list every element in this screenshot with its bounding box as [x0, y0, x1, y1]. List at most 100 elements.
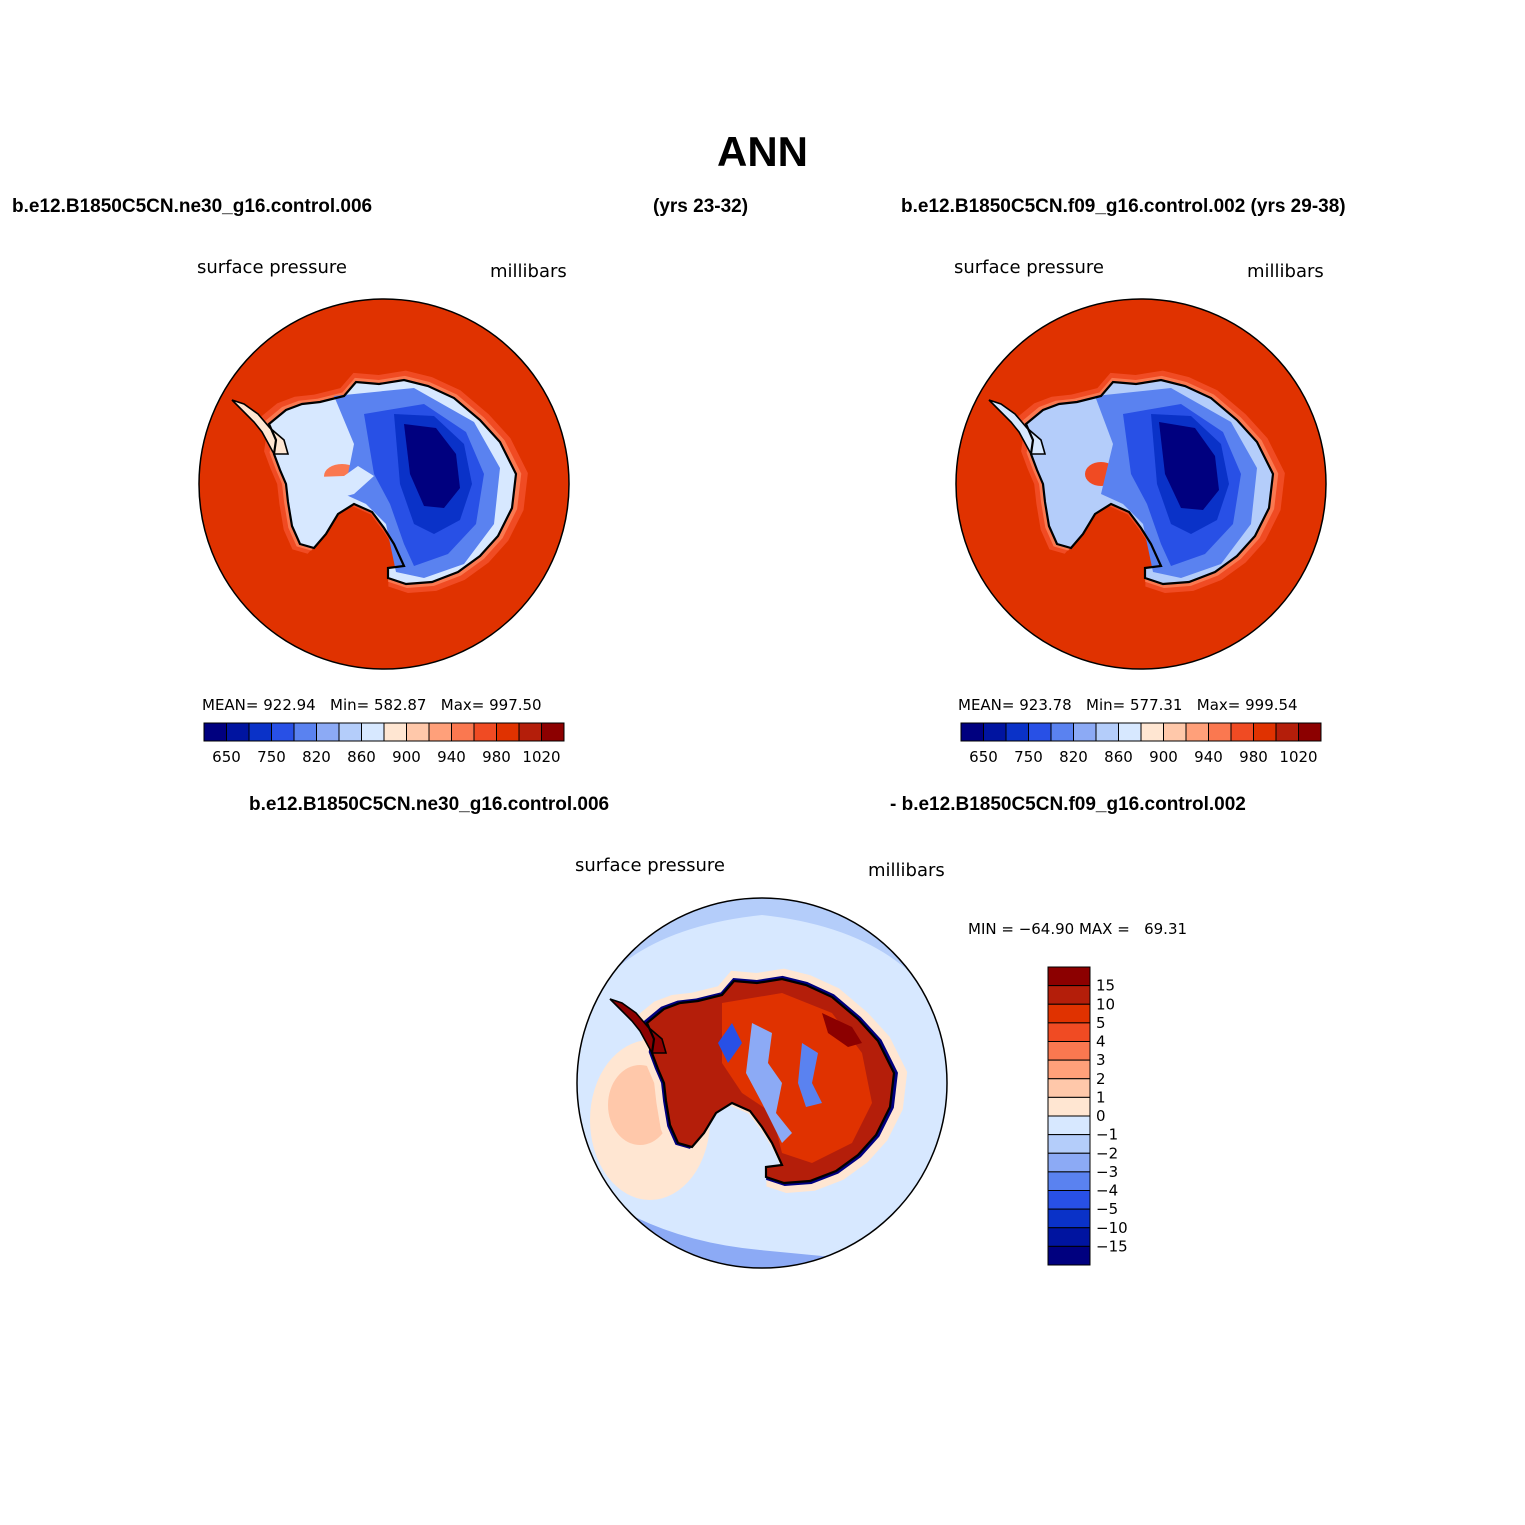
diff-title-right: - b.e12.B1850C5CN.f09_g16.control.002 [890, 794, 1246, 815]
panel1-colorbar-swatch [293, 722, 317, 742]
diff-colorbar-swatch [1047, 1078, 1091, 1098]
panel2-colorbar-tick-label: 650 [969, 748, 998, 766]
panel1-colorbar-swatch [226, 722, 250, 742]
panel1-colorbar-tick-label: 820 [302, 748, 331, 766]
diff-colorbar-swatch [1047, 985, 1091, 1005]
panel1-colorbar-tick-label: 750 [257, 748, 286, 766]
diff-title-left: b.e12.B1850C5CN.ne30_g16.control.006 [249, 794, 610, 815]
panel2-colorbar-swatch [1118, 722, 1142, 742]
diff-variable-label: surface pressure [575, 855, 725, 876]
diff-colorbar-swatch [1047, 1115, 1091, 1136]
left-case-title: b.e12.B1850C5CN.ne30_g16.control.006 [12, 196, 373, 217]
diff-colorbar-tick-label: −2 [1096, 1144, 1118, 1162]
diff-colorbar-swatch [1047, 1096, 1091, 1117]
panel2-colorbar-tick-label: 1020 [1279, 748, 1317, 766]
panel1-colorbar-tick-label: 980 [482, 748, 511, 766]
panel1-colorbar-swatch [473, 722, 497, 742]
panel1-colorbar-tick-label: 1020 [522, 748, 560, 766]
diff-colorbar-swatch [1047, 1245, 1091, 1266]
diff-stats: MIN = −64.90 MAX = 69.31 [968, 920, 1188, 938]
panel2-map [955, 298, 1327, 670]
panel2-colorbar-swatch [1230, 722, 1254, 742]
panel2-colorbar-swatch [1253, 722, 1277, 742]
panel1-colorbar-swatch [451, 722, 475, 742]
panel1-colorbar-tick-label: 940 [437, 748, 466, 766]
panel1-colorbar-tick-label: 650 [212, 748, 241, 766]
diff-colorbar-tick-label: 0 [1096, 1107, 1106, 1125]
diff-units-label: millibars [868, 860, 945, 881]
diff-colorbar-swatch [1047, 1152, 1091, 1173]
panel2-colorbar-swatch [1275, 722, 1299, 742]
panel1-colorbar-tick-label: 860 [347, 748, 376, 766]
panel2-units-label: millibars [1247, 261, 1324, 282]
diff-colorbar-tick-label: 1 [1096, 1088, 1106, 1106]
panel2-colorbar-swatch [960, 722, 984, 742]
panel2-colorbar-tick-label: 860 [1104, 748, 1133, 766]
panel1-colorbar-swatch [361, 722, 385, 742]
diff-colorbar-tick-label: 5 [1096, 1014, 1106, 1032]
diff-colorbar-tick-label: −10 [1096, 1219, 1128, 1237]
diff-colorbar-tick-label: 10 [1096, 995, 1115, 1013]
panel1-colorbar-swatch [428, 722, 452, 742]
right-case-title: b.e12.B1850C5CN.f09_g16.control.002 (yrs… [901, 196, 1346, 217]
diff-colorbar-tick-label: 4 [1096, 1033, 1106, 1051]
panel2-colorbar-tick-label: 900 [1149, 748, 1178, 766]
panel1-colorbar-swatch [338, 722, 362, 742]
panel1-colorbar-swatch [406, 722, 430, 742]
panel2-variable-label: surface pressure [954, 257, 1104, 278]
diff-map [576, 897, 948, 1269]
panel1-colorbar-tick-label: 900 [392, 748, 421, 766]
panel2-colorbar-swatch [1095, 722, 1119, 742]
diff-colorbar-swatch [1047, 1041, 1091, 1061]
panel2-colorbar-swatch [1185, 722, 1209, 742]
diff-colorbar-tick-label: −1 [1096, 1126, 1118, 1144]
diff-colorbar-swatch [1047, 1059, 1091, 1080]
panel2-colorbar: 650 750 820 860 900 940 980 1020 [960, 722, 1322, 766]
panel2-colorbar-swatch [1050, 722, 1074, 742]
diff-colorbar-tick-label: −3 [1096, 1163, 1118, 1181]
panel2-colorbar-swatch [983, 722, 1007, 742]
diff-colorbar-tick-label: −4 [1096, 1182, 1118, 1200]
panel2-colorbar-tick-label: 980 [1239, 748, 1268, 766]
panel1-map [198, 298, 570, 670]
panel2-colorbar-tick-label: 820 [1059, 748, 1088, 766]
left-years: (yrs 23-32) [653, 196, 749, 217]
panel1-colorbar-swatch [496, 722, 520, 742]
diff-colorbar-swatch [1047, 1134, 1091, 1154]
diff-colorbar-tick-label: −5 [1096, 1200, 1118, 1218]
panel1-variable-label: surface pressure [197, 257, 347, 278]
diff-colorbar-swatch [1047, 966, 1091, 987]
diff-colorbar-swatch [1047, 1190, 1091, 1210]
panel2-colorbar-swatch [1163, 722, 1187, 742]
panel1-stats: MEAN= 922.94 Min= 582.87 Max= 997.50 [202, 696, 542, 714]
panel1-units-label: millibars [490, 261, 567, 282]
diff-colorbar-swatch [1047, 1171, 1091, 1191]
panel1-colorbar-swatch [541, 722, 565, 742]
panel2-colorbar-swatch [1005, 722, 1029, 742]
panel1-colorbar-swatch [316, 722, 340, 742]
panel1-colorbar-swatch [383, 722, 407, 742]
panel2-colorbar-swatch [1208, 722, 1232, 742]
diff-colorbar-swatch [1047, 1227, 1091, 1247]
panel2-colorbar-swatch [1140, 722, 1164, 742]
diff-colorbar-tick-label: −15 [1096, 1237, 1128, 1255]
panel2-stats: MEAN= 923.78 Min= 577.31 Max= 999.54 [958, 696, 1298, 714]
panel2-colorbar-swatch [1298, 722, 1322, 742]
panel1-colorbar: 650 750 820 860 900 940 980 1020 [203, 722, 565, 766]
diff-colorbar-tick-label: 15 [1096, 977, 1115, 995]
diff-colorbar-swatch [1047, 1003, 1091, 1024]
figure-title: ANN [717, 128, 808, 175]
panel2-colorbar-swatch [1073, 722, 1097, 742]
panel1-colorbar-swatch [203, 722, 227, 742]
diff-colorbar-swatch [1047, 1022, 1091, 1042]
diff-colorbar-tick-label: 2 [1096, 1070, 1106, 1088]
diff-colorbar-tick-label: 3 [1096, 1051, 1106, 1069]
panel1-colorbar-swatch [248, 722, 272, 742]
panel2-colorbar-tick-label: 750 [1014, 748, 1043, 766]
panel1-colorbar-swatch [271, 722, 295, 742]
panel2-colorbar-tick-label: 940 [1194, 748, 1223, 766]
panel1-colorbar-swatch [518, 722, 542, 742]
panel2-colorbar-swatch [1028, 722, 1052, 742]
